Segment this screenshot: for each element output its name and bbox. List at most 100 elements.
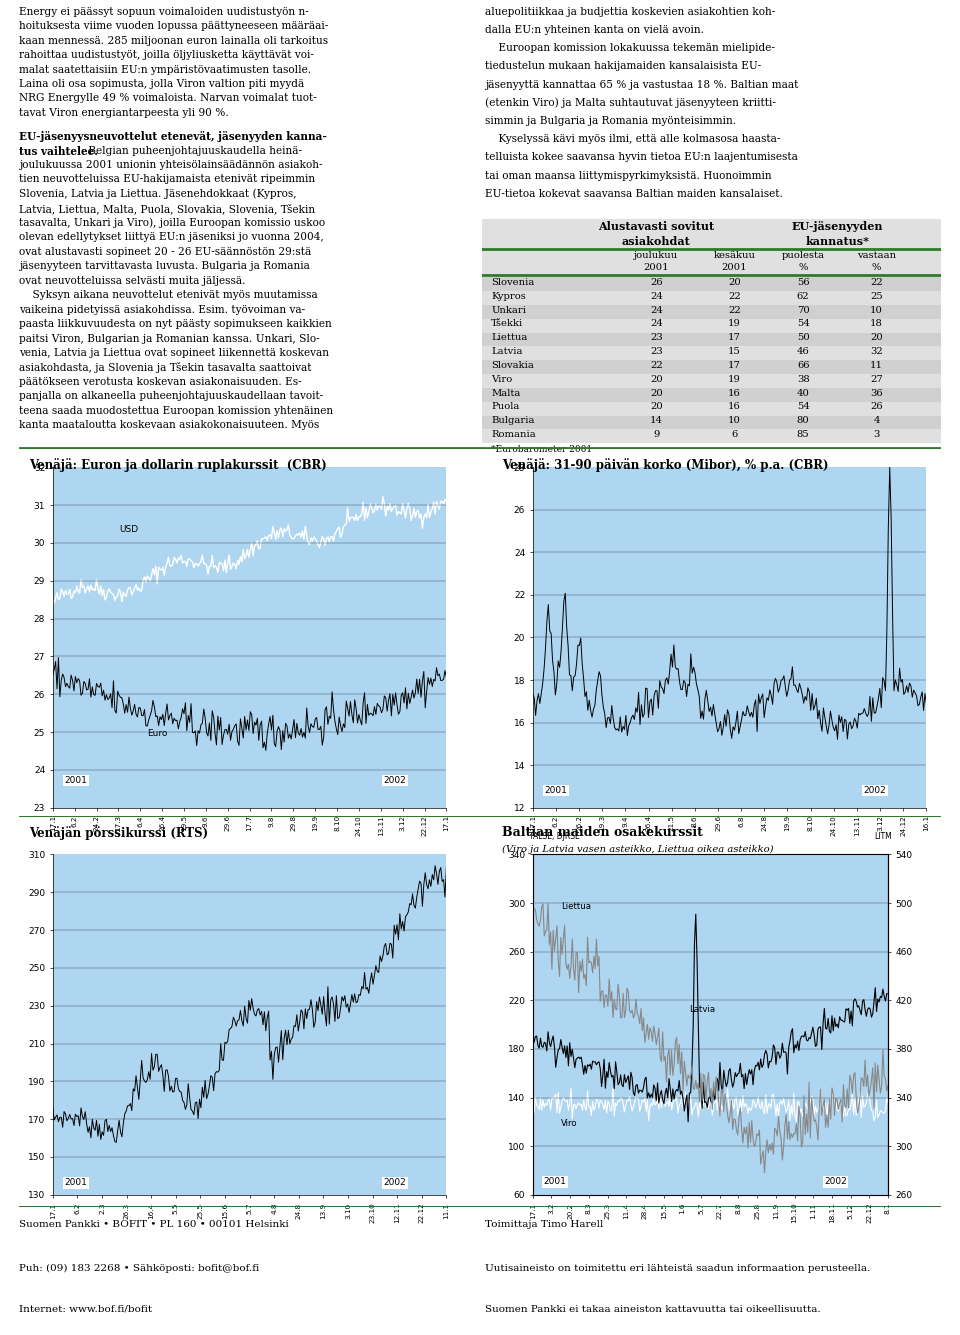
Text: 66: 66 (797, 360, 809, 370)
Text: 17: 17 (728, 334, 741, 342)
Text: 2001: 2001 (722, 263, 747, 272)
Text: Uutisaineisto on toimitettu eri lähteistä saadun informaation perusteella.: Uutisaineisto on toimitettu eri lähteist… (485, 1264, 870, 1272)
Text: Latvia: Latvia (492, 347, 522, 356)
Text: 9: 9 (653, 430, 660, 439)
Text: teena saada muodostettua Euroopan komission yhtenäinen: teena saada muodostettua Euroopan komiss… (19, 406, 333, 415)
Text: aluepolitiikkaa ja budjettia koskevien asiakohtien koh-: aluepolitiikkaa ja budjettia koskevien a… (485, 7, 775, 16)
Text: EU-jäsenyysneuvottelut etenevät, jäsenyyden kanna-: EU-jäsenyysneuvottelut etenevät, jäsenyy… (19, 131, 327, 142)
Text: 17: 17 (728, 360, 741, 370)
Text: 26: 26 (871, 402, 883, 411)
Text: Belgian puheenjohtajuuskaudella heinä-: Belgian puheenjohtajuuskaudella heinä- (85, 146, 302, 155)
Text: ovat neuvotteluissa selvästi muita jäljessä.: ovat neuvotteluissa selvästi muita jälje… (19, 276, 246, 286)
Text: 16: 16 (728, 388, 741, 398)
Text: 2001: 2001 (64, 1179, 87, 1187)
Text: 24: 24 (650, 319, 662, 328)
Text: Malta: Malta (492, 388, 520, 398)
Text: 62: 62 (797, 292, 809, 300)
Text: tus vaihtelee.: tus vaihtelee. (19, 146, 98, 156)
Text: 14: 14 (650, 417, 662, 426)
Text: 18: 18 (870, 319, 883, 328)
Bar (482, 360, 941, 374)
Bar (482, 402, 941, 415)
Bar (482, 430, 941, 443)
Text: Viro: Viro (492, 375, 513, 383)
Text: vaikeina pidetyissä asiakohdissa. Esim. työvoiman va-: vaikeina pidetyissä asiakohdissa. Esim. … (19, 304, 305, 315)
Text: ovat alustavasti sopineet 20 - 26 EU-säännöstön 29:stä: ovat alustavasti sopineet 20 - 26 EU-sää… (19, 247, 311, 256)
Text: paasta liikkuvuudesta on nyt päästy sopimukseen kaikkien: paasta liikkuvuudesta on nyt päästy sopi… (19, 319, 332, 328)
Text: hoituksesta viime vuoden lopussa päättyneeseen määräai-: hoituksesta viime vuoden lopussa päättyn… (19, 21, 328, 31)
Text: 50: 50 (797, 334, 809, 342)
Text: olevan edellytykset liittyä EU:n jäseniksi jo vuonna 2004,: olevan edellytykset liittyä EU:n jäsenik… (19, 232, 324, 242)
Bar (482, 291, 941, 304)
Text: Alustavasti sovitut: Alustavasti sovitut (598, 222, 714, 232)
Bar (482, 346, 941, 360)
Bar (482, 278, 941, 291)
Text: Slovenia: Slovenia (492, 278, 535, 287)
Text: Puola: Puola (492, 402, 519, 411)
Text: 80: 80 (797, 417, 809, 426)
Text: 11: 11 (870, 360, 883, 370)
Text: asiakohdat: asiakohdat (622, 236, 690, 247)
Text: 26: 26 (650, 278, 662, 287)
Text: telluista kokee saavansa hyvin tietoa EU:n laajentumisesta: telluista kokee saavansa hyvin tietoa EU… (485, 152, 798, 163)
Text: asiakohdasta, ja Slovenia ja Tšekin tasavalta saattoivat: asiakohdasta, ja Slovenia ja Tšekin tasa… (19, 362, 312, 374)
Text: tavat Viron energiantarpeesta yli 90 %.: tavat Viron energiantarpeesta yli 90 %. (19, 108, 228, 117)
Text: 20: 20 (870, 334, 883, 342)
Text: 19: 19 (728, 319, 741, 328)
Text: Tšekki: Tšekki (492, 319, 523, 328)
Text: Romania: Romania (492, 430, 536, 439)
Text: 24: 24 (650, 306, 662, 315)
Text: puolesta: puolesta (781, 251, 825, 260)
Text: dalla EU:n yhteinen kanta on vielä avoin.: dalla EU:n yhteinen kanta on vielä avoin… (485, 25, 704, 35)
Text: 46: 46 (797, 347, 809, 356)
Text: Latvia: Latvia (689, 1005, 715, 1015)
Bar (482, 388, 941, 402)
Text: 40: 40 (797, 388, 809, 398)
Text: 24: 24 (650, 292, 662, 300)
Text: Slovakia: Slovakia (492, 360, 534, 370)
Text: 20: 20 (650, 388, 662, 398)
Text: *Eurobarometer 2001: *Eurobarometer 2001 (492, 446, 592, 454)
Text: Internet: www.bof.fi/bofit: Internet: www.bof.fi/bofit (19, 1304, 153, 1314)
Text: Kypros: Kypros (492, 292, 526, 300)
Text: Puh: (09) 183 2268 • Sähköposti: bofit@bof.fi: Puh: (09) 183 2268 • Sähköposti: bofit@b… (19, 1264, 259, 1272)
Text: kaan mennessä. 285 miljoonan euron lainalla oli tarkoitus: kaan mennessä. 285 miljoonan euron laina… (19, 36, 328, 45)
Text: TALSE, DJRSE: TALSE, DJRSE (529, 832, 580, 841)
Text: Syksyn aikana neuvottelut etenivät myös muutamissa: Syksyn aikana neuvottelut etenivät myös … (19, 290, 318, 300)
Text: paitsi Viron, Bulgarian ja Romanian kanssa. Unkari, Slo-: paitsi Viron, Bulgarian ja Romanian kans… (19, 334, 320, 343)
Text: Toimittaja Timo Harell: Toimittaja Timo Harell (485, 1220, 603, 1230)
Text: 85: 85 (797, 430, 809, 439)
Text: Bulgaria: Bulgaria (492, 417, 535, 426)
Text: tasavalta, Unkari ja Viro), joilla Euroopan komissio uskoo: tasavalta, Unkari ja Viro), joilla Euroo… (19, 218, 325, 228)
Text: 3: 3 (874, 430, 879, 439)
Text: 54: 54 (797, 319, 809, 328)
Text: 54: 54 (797, 402, 809, 411)
Text: %: % (872, 263, 881, 272)
Text: EU-jäsenyyden: EU-jäsenyyden (792, 222, 883, 232)
Text: (Viro ja Latvia vasen asteikko, Liettua oikea asteikko): (Viro ja Latvia vasen asteikko, Liettua … (502, 845, 774, 854)
Text: 22: 22 (728, 306, 741, 315)
Text: 38: 38 (797, 375, 809, 383)
Text: 22: 22 (870, 278, 883, 287)
Text: 4: 4 (874, 417, 879, 426)
Text: rahoittaa uudistustyöt, joilla öljyliusketta käyttävät voi-: rahoittaa uudistustyöt, joilla öljyliusk… (19, 49, 314, 60)
Text: malat saatettaisiin EU:n ympäristövaatimusten tasolle.: malat saatettaisiin EU:n ympäristövaatim… (19, 64, 311, 75)
Text: Liettua: Liettua (492, 334, 527, 342)
Text: kesäkuu: kesäkuu (713, 251, 756, 260)
Text: USD: USD (120, 525, 139, 534)
Text: 27: 27 (870, 375, 883, 383)
Text: panjalla on alkaneella puheenjohtajuuskaudellaan tavoit-: panjalla on alkaneella puheenjohtajuuska… (19, 391, 324, 402)
Text: Suomen Pankki ei takaa aineiston kattavuutta tai oikeellisuutta.: Suomen Pankki ei takaa aineiston kattavu… (485, 1304, 820, 1314)
Text: Unkari: Unkari (492, 306, 526, 315)
Text: jäsenyyttä kannattaa 65 % ja vastustaa 18 %. Baltian maat: jäsenyyttä kannattaa 65 % ja vastustaa 1… (485, 80, 798, 89)
Text: tiedustelun mukaan hakijamaiden kansalaisista EU-: tiedustelun mukaan hakijamaiden kansalai… (485, 61, 761, 71)
Text: 2002: 2002 (383, 776, 406, 785)
Text: Slovenia, Latvia ja Liettua. Jäsenehdokkaat (Kypros,: Slovenia, Latvia ja Liettua. Jäsenehdokk… (19, 188, 297, 199)
Text: 20: 20 (728, 278, 741, 287)
Text: 6: 6 (732, 430, 737, 439)
Text: 2002: 2002 (383, 1179, 406, 1187)
Text: 23: 23 (650, 334, 662, 342)
Text: EU-tietoa kokevat saavansa Baltian maiden kansalaiset.: EU-tietoa kokevat saavansa Baltian maide… (485, 190, 782, 199)
Text: 20: 20 (650, 375, 662, 383)
Text: 22: 22 (728, 292, 741, 300)
